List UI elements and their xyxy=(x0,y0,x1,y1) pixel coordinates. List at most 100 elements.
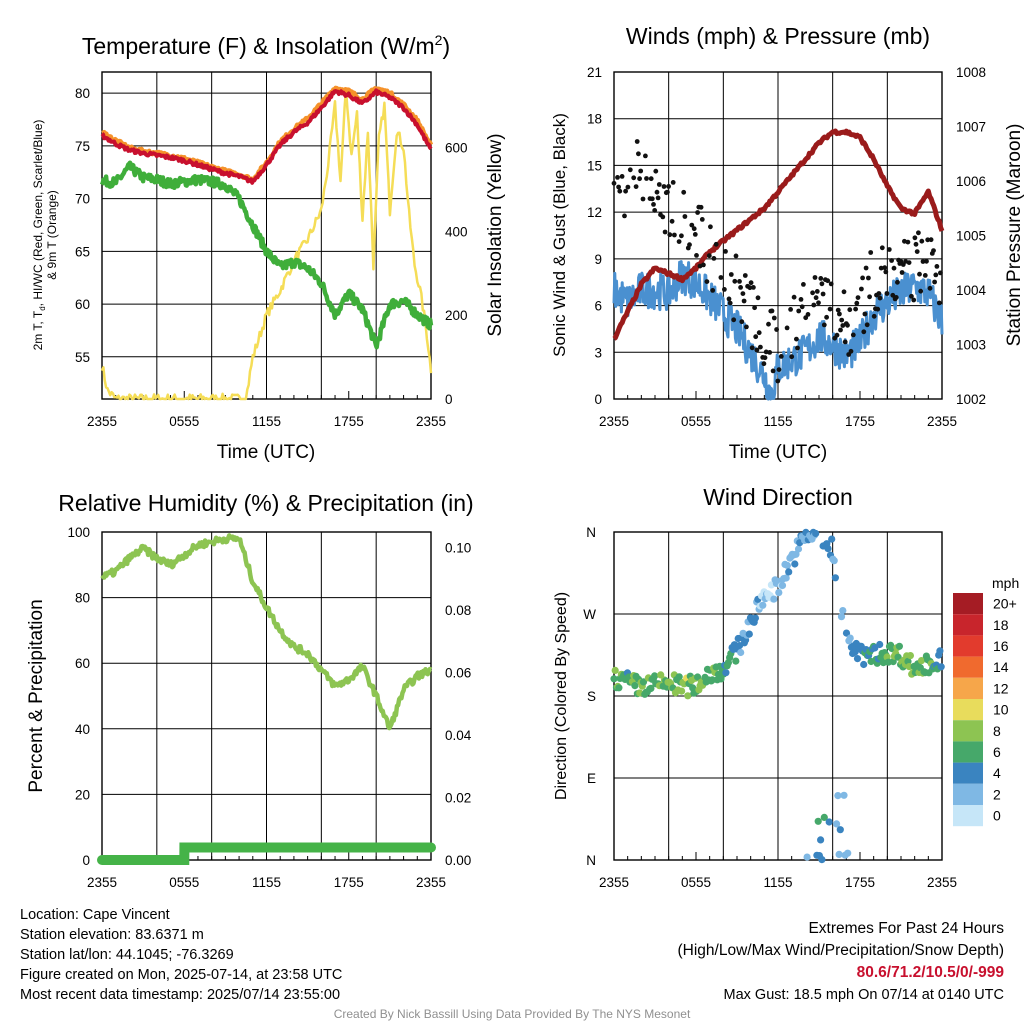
gust-point xyxy=(731,317,737,323)
gust-point xyxy=(640,196,646,202)
gust-point xyxy=(882,265,888,271)
gust-point xyxy=(912,235,918,241)
legend-swatch xyxy=(953,720,983,742)
direction-point xyxy=(833,820,841,828)
gust-point xyxy=(924,258,929,264)
direction-point xyxy=(906,652,915,660)
direction-point xyxy=(775,589,783,597)
gust-point xyxy=(761,361,767,367)
gust-point xyxy=(875,306,881,312)
legend-swatch xyxy=(953,741,983,763)
gust-point xyxy=(752,305,757,311)
gust-point xyxy=(749,345,755,351)
gust-point xyxy=(917,271,922,277)
direction-point xyxy=(615,684,623,692)
rh-y2-tick-label: 0.10 xyxy=(445,541,471,556)
max-gust-text: Max Gust: 18.5 mph On 07/14 at 0140 UTC xyxy=(723,987,1004,1003)
gust-point xyxy=(648,176,654,182)
legend-label: 10 xyxy=(993,702,1009,718)
rh-y2-tick-label: 0.04 xyxy=(445,728,472,743)
temp-y-tick-label: 55 xyxy=(75,350,90,365)
direction-point xyxy=(818,856,826,864)
gust-point xyxy=(718,275,724,280)
legend-label: 16 xyxy=(993,638,1009,654)
gust-point xyxy=(747,285,753,291)
gust-point xyxy=(813,295,819,301)
gust-point xyxy=(751,285,756,290)
gust-point xyxy=(756,330,762,336)
rh-y-label: Percent & Precipitation xyxy=(26,599,47,792)
direction-point xyxy=(840,791,848,799)
gust-point xyxy=(711,256,717,261)
direction-point xyxy=(844,849,852,857)
gust-point xyxy=(824,314,829,320)
legend-swatch xyxy=(953,783,983,805)
gust-point xyxy=(805,312,811,317)
gust-point xyxy=(866,275,871,281)
precipitation-line xyxy=(97,842,436,865)
direction-point xyxy=(917,657,926,665)
direction-point xyxy=(684,692,692,700)
gust-point xyxy=(651,202,656,207)
gust-point xyxy=(810,290,815,296)
station-info: Location: Cape Vincent Station elevation… xyxy=(20,905,342,1005)
gust-point xyxy=(644,176,649,181)
gust-point xyxy=(791,294,797,300)
direction-point xyxy=(631,682,639,690)
gust-point xyxy=(653,168,659,174)
extremes-values: 80.6/71.2/10.5/0/-999 xyxy=(856,964,1004,981)
direction-point xyxy=(722,669,730,677)
gust-point xyxy=(918,288,924,294)
gust-point xyxy=(766,321,771,327)
direction-point xyxy=(825,818,833,826)
gust-point xyxy=(744,324,749,330)
rh-y-tick-label: 0 xyxy=(82,853,90,868)
dir-axes xyxy=(613,531,943,861)
gust-point xyxy=(748,280,754,286)
wind-y2-tick-label: 1003 xyxy=(956,338,986,353)
direction-point xyxy=(831,574,840,582)
wind-x-tick-label: 2355 xyxy=(599,414,629,429)
gust-point xyxy=(654,189,660,195)
gust-point xyxy=(637,176,642,182)
gust-point xyxy=(767,350,773,355)
gust-point xyxy=(812,275,818,280)
direction-point xyxy=(876,640,884,649)
gust-point xyxy=(884,291,890,296)
gust-point xyxy=(828,281,834,287)
wind-y2-tick-label: 1004 xyxy=(956,283,987,298)
rh-y-tick-label: 40 xyxy=(75,722,90,737)
temp-x-label: Time (UTC) xyxy=(217,442,316,463)
gust-point xyxy=(679,233,684,239)
temp-x-tick-label: 0555 xyxy=(169,414,199,429)
svg-text:2m T, Td, HI/WC (Red, Green, S: 2m T, Td, HI/WC (Red, Green, Scarlet/Blu… xyxy=(31,120,47,351)
dir-x-tick-label: 0555 xyxy=(681,875,711,890)
gust-point xyxy=(694,253,699,258)
direction-point xyxy=(936,647,944,655)
gust-point xyxy=(837,311,842,317)
temp-y-tick-label: 65 xyxy=(75,244,90,259)
direction-point xyxy=(737,648,745,657)
direction-point xyxy=(610,675,618,683)
gust-point xyxy=(860,275,865,281)
gust-point xyxy=(795,345,800,351)
wind-y-tick-label: 9 xyxy=(594,252,602,267)
gust-point xyxy=(627,167,633,173)
gust-point xyxy=(733,253,739,259)
gust-point xyxy=(811,302,817,308)
temp-x-tick-label: 2355 xyxy=(416,414,446,429)
gust-point xyxy=(895,279,900,285)
gust-point xyxy=(727,300,733,306)
direction-point xyxy=(657,671,665,679)
rh-axes xyxy=(101,531,432,861)
gust-point xyxy=(801,282,806,287)
solar-insolation-line xyxy=(100,87,433,401)
gust-point xyxy=(934,264,940,269)
legend-title: mph xyxy=(992,575,1019,591)
gust-point xyxy=(631,175,637,181)
gust-point xyxy=(754,347,760,353)
extremes-subheading: (High/Low/Max Wind/Precipitation/Snow De… xyxy=(677,942,1005,959)
gust-point xyxy=(708,224,713,230)
rh-x-tick-label: 0555 xyxy=(169,875,199,890)
